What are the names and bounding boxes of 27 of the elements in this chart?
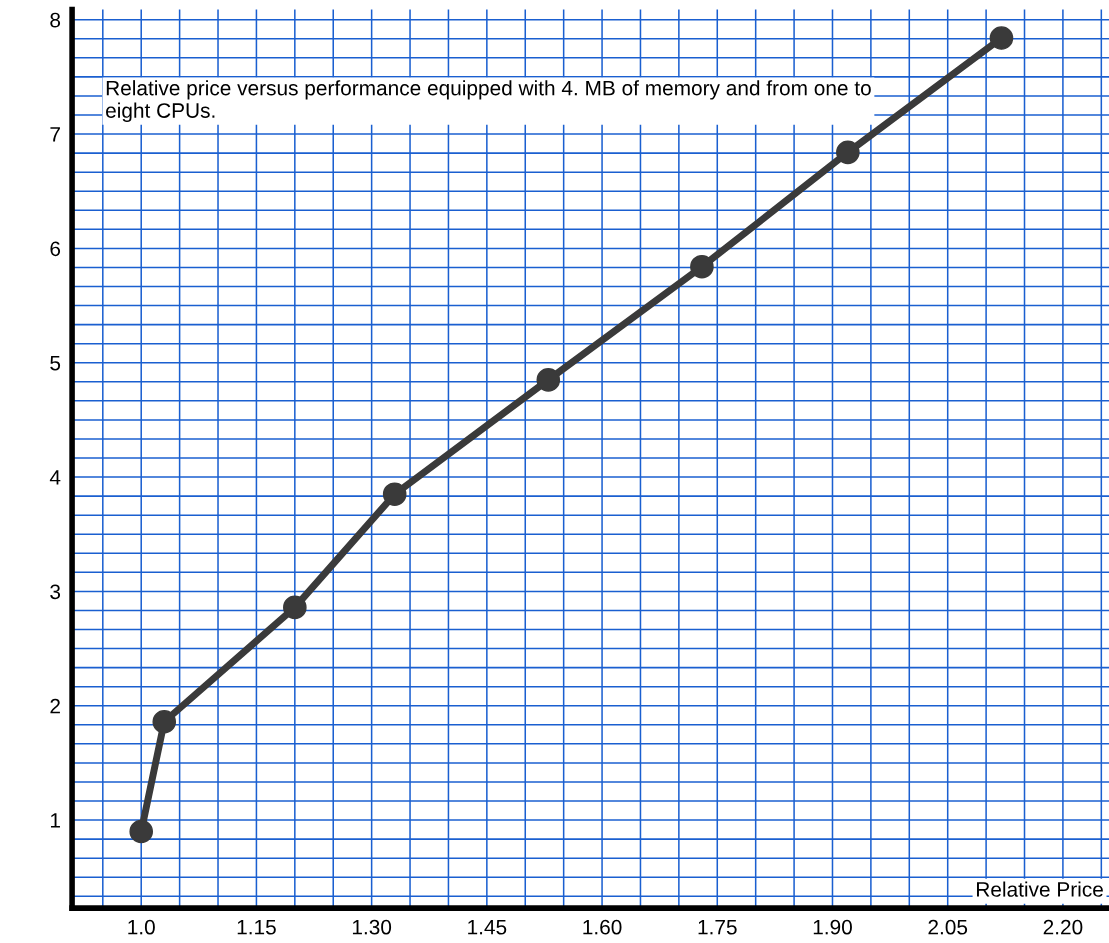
y-tick-label: 8 [50,12,61,28]
y-tick-label: 7 [50,127,60,142]
point [989,26,1014,50]
x-tick-label: 1.45 [468,919,507,935]
annotation: Relative price versus performance equipped with 4. MB of memory and from one to eight CPUs. [106,80,871,123]
x-tick-label: 1.0 [128,919,155,935]
y-tick-label: 2 [50,698,60,714]
x-tick-label: 2.05 [928,919,968,935]
point [152,709,177,734]
x-tick-label: 1.75 [698,919,737,935]
y-tick-label: 4 [49,470,61,485]
y-tick-label: 1 [50,813,60,828]
point [382,482,407,507]
point [129,819,154,844]
x-tick-label: 2.20 [1043,919,1083,935]
point [836,140,860,165]
x-tick-label: 1.90 [813,919,852,935]
x-tick-label: 1.15 [237,919,276,935]
y-tick-label: 5 [50,355,61,371]
point [690,254,714,279]
point [536,368,561,392]
point [283,595,307,620]
x-tick-label: 1.30 [352,919,392,935]
x-tick-label: 1.60 [583,919,622,935]
x-axis-title: Relative Price [977,881,1103,897]
y-tick-label: 3 [50,584,61,600]
y-tick-label: 6 [50,241,61,257]
